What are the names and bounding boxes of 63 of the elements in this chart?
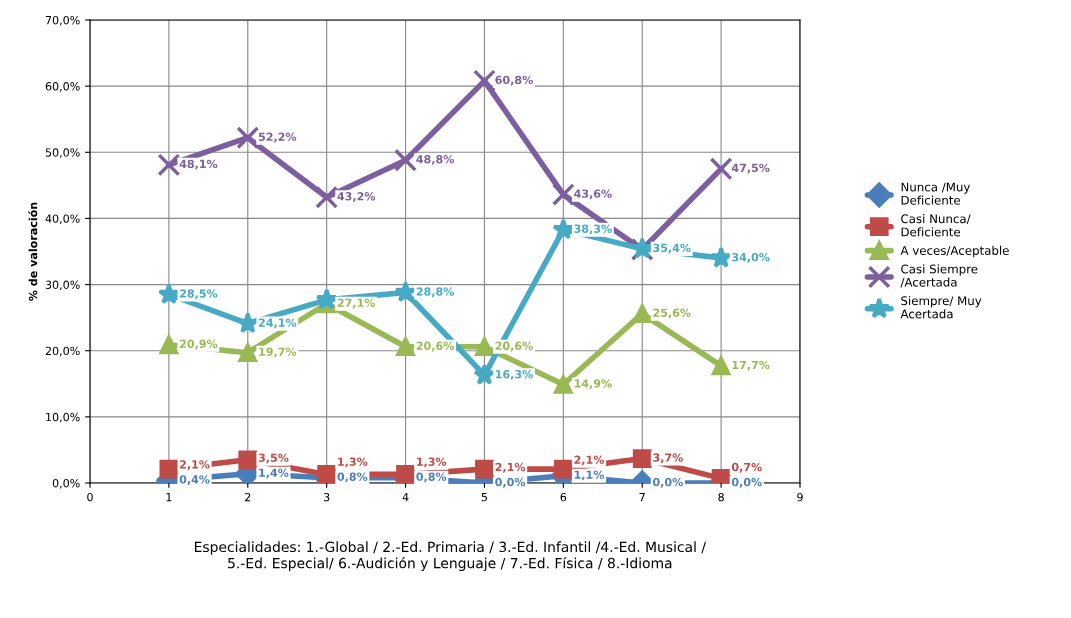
- data-label: 2,1%: [495, 462, 526, 473]
- x-tick-label: 5: [481, 493, 488, 502]
- data-label: 0,0%: [495, 477, 526, 488]
- x-tick-label: 1: [166, 493, 172, 502]
- y-tick-label: 70,0%: [45, 15, 80, 26]
- data-label: 20,9%: [180, 339, 218, 350]
- y-tick-label: 60,0%: [45, 82, 80, 92]
- data-label: 3,7%: [653, 453, 683, 464]
- data-label: 0,8%: [416, 472, 447, 483]
- y-tick-label: 40,0%: [45, 214, 80, 224]
- data-label: 48,8%: [416, 155, 454, 165]
- y-tick-label: 0,0%: [52, 478, 80, 489]
- y-tick-label: 30,0%: [45, 280, 80, 291]
- x-tick-label: 8: [718, 492, 724, 502]
- y-tick-label: 50,0%: [45, 148, 80, 158]
- data-label: 17,7%: [732, 360, 770, 371]
- x-tick-label: 4: [402, 493, 409, 502]
- text: Especialidades: 1.-Global / 2.-Ed. Primaria / 3.-Ed. Infantil /4.-Ed. Musical / 5.-Ed. Especial/ 6.-Audición y Lenguaje / 7.-Ed. Física / 8.-Idioma: [194, 541, 707, 572]
- x-tick-label: 3: [323, 492, 330, 502]
- legend-label: Siempre/ Muy Acertada: [900, 296, 982, 319]
- data-label: 2,1%: [180, 460, 210, 470]
- y-axis-title: % de valoración: [28, 202, 38, 301]
- data-label: 16,3%: [495, 370, 533, 380]
- data-label: 34,0%: [732, 252, 770, 263]
- data-label: 14,9%: [574, 379, 612, 390]
- x-tick-label: 7: [639, 493, 645, 502]
- data-label: 28,8%: [416, 287, 454, 298]
- data-label: 1,4%: [259, 468, 289, 479]
- data-label: 27,1%: [337, 298, 376, 309]
- data-label: 1,3%: [338, 457, 368, 468]
- data-label: 24,1%: [258, 318, 297, 329]
- data-label: 43,2%: [337, 192, 376, 202]
- data-label: 0,7%: [731, 462, 762, 473]
- x-tick-label: 0: [87, 492, 93, 502]
- x-tick-label: 2: [245, 492, 251, 502]
- data-label: 1,1%: [574, 470, 605, 481]
- data-label: 20,6%: [416, 341, 454, 352]
- data-label: 0,8%: [337, 472, 368, 483]
- data-label: 38,3%: [574, 224, 612, 235]
- data-label: 60,8%: [495, 75, 533, 86]
- legend-label: A veces/Aceptable: [900, 245, 1009, 258]
- data-label: 0,0%: [731, 477, 762, 488]
- data-label: 35,4%: [653, 243, 691, 254]
- data-label: 2,1%: [574, 455, 605, 466]
- data-label: 3,5%: [258, 453, 289, 464]
- x-tick-label: 9: [797, 492, 803, 502]
- data-label: 1,3%: [417, 457, 447, 468]
- data-label: 47,5%: [731, 163, 770, 174]
- y-tick-label: 20,0%: [45, 346, 80, 357]
- data-label: 19,7%: [259, 347, 297, 358]
- data-label: 25,6%: [653, 308, 691, 319]
- data-label: 52,2%: [258, 132, 297, 143]
- data-label: 0,4%: [179, 475, 210, 485]
- data-label: 48,1%: [179, 159, 218, 170]
- data-label: 43,6%: [574, 189, 612, 200]
- data-label: 28,5%: [180, 289, 218, 300]
- legend-label: Casi Siempre /Acertada: [900, 264, 978, 288]
- y-tick-label: 10,0%: [46, 412, 80, 423]
- data-label: 20,6%: [495, 341, 533, 352]
- data-label: 0,0%: [653, 477, 683, 488]
- legend-label: Nunca /Muy Deficiente: [901, 182, 971, 205]
- x-tick-label: 6: [560, 492, 567, 502]
- legend-label: Casi Nunca/ Deficiente: [901, 214, 971, 237]
